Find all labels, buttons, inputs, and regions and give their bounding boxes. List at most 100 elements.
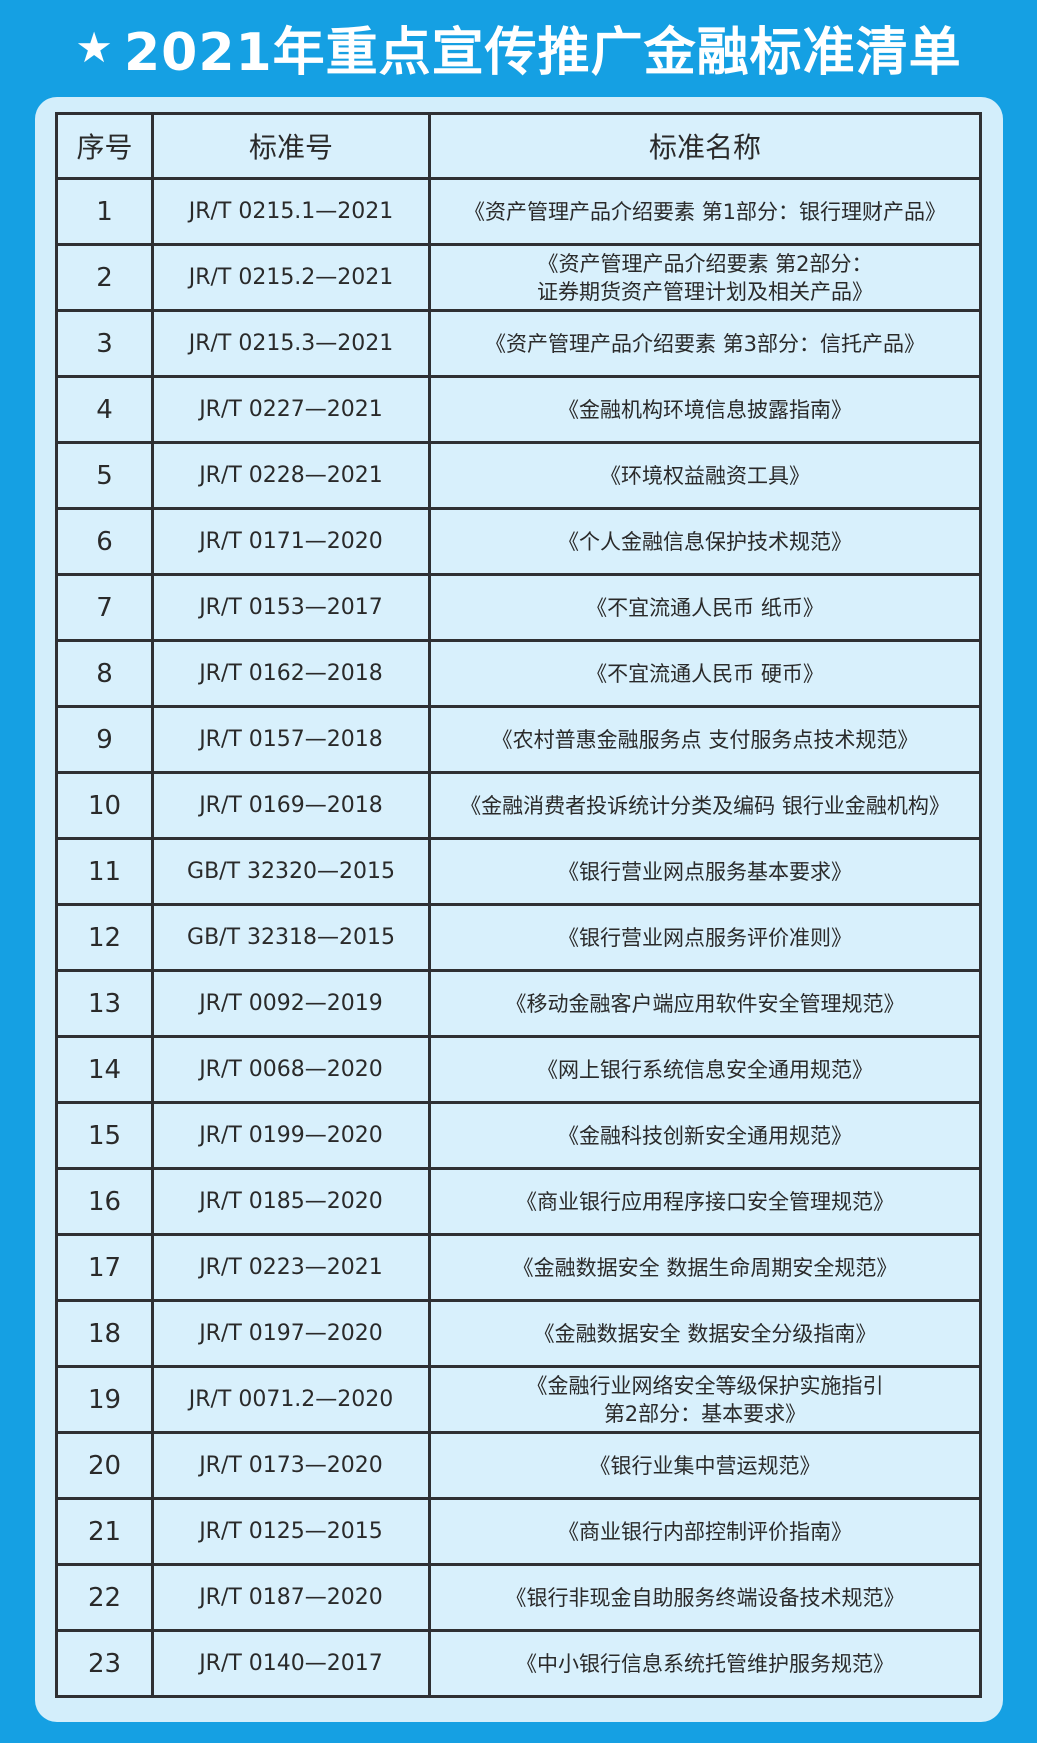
cell-code: JR/T 0215.3—2021 xyxy=(151,309,431,378)
cell-name: 《个人金融信息保护技术规范》 xyxy=(428,507,982,576)
cell-name: 《农村普惠金融服务点 支付服务点技术规范》 xyxy=(428,705,982,774)
cell-code: JR/T 0227—2021 xyxy=(151,375,431,444)
table-header-row: 序号 标准号 标准名称 xyxy=(55,112,982,180)
cell-no: 3 xyxy=(55,309,154,378)
cell-code: JR/T 0169—2018 xyxy=(151,771,431,840)
header-no: 序号 xyxy=(55,112,154,180)
cell-no: 22 xyxy=(55,1563,154,1632)
cell-name: 《金融消费者投诉统计分类及编码 银行业金融机构》 xyxy=(428,771,982,840)
cell-code: JR/T 0092—2019 xyxy=(151,969,431,1038)
table-row: 13 JR/T 0092—2019 《移动金融客户端应用软件安全管理规范》 xyxy=(55,969,982,1038)
cell-no: 23 xyxy=(55,1629,154,1698)
cell-code: JR/T 0197—2020 xyxy=(151,1299,431,1368)
cell-name: 《金融科技创新安全通用规范》 xyxy=(428,1101,982,1170)
cell-name: 《银行营业网点服务评价准则》 xyxy=(428,903,982,972)
cell-name: 《金融行业网络安全等级保护实施指引 第2部分：基本要求》 xyxy=(428,1365,982,1434)
cell-code: JR/T 0140—2017 xyxy=(151,1629,431,1698)
page-title-text: 2021年重点宣传推广金融标准清单 xyxy=(123,23,962,83)
cell-name: 《资产管理产品介绍要素 第1部分：银行理财产品》 xyxy=(428,177,982,246)
cell-code: JR/T 0215.2—2021 xyxy=(151,243,431,312)
cell-no: 11 xyxy=(55,837,154,906)
cell-no: 12 xyxy=(55,903,154,972)
cell-no: 20 xyxy=(55,1431,154,1500)
cell-code: JR/T 0187—2020 xyxy=(151,1563,431,1632)
cell-name: 《网上银行系统信息安全通用规范》 xyxy=(428,1035,982,1104)
table-row: 6 JR/T 0171—2020 《个人金融信息保护技术规范》 xyxy=(55,507,982,576)
table-row: 9 JR/T 0157—2018 《农村普惠金融服务点 支付服务点技术规范》 xyxy=(55,705,982,774)
header-code: 标准号 xyxy=(151,112,431,180)
cell-name: 《商业银行应用程序接口安全管理规范》 xyxy=(428,1167,982,1236)
cell-name: 《不宜流通人民币 硬币》 xyxy=(428,639,982,708)
cell-name: 《金融机构环境信息披露指南》 xyxy=(428,375,982,444)
cell-no: 14 xyxy=(55,1035,154,1104)
cell-name: 《中小银行信息系统托管维护服务规范》 xyxy=(428,1629,982,1698)
table-row: 17 JR/T 0223—2021 《金融数据安全 数据生命周期安全规范》 xyxy=(55,1233,982,1302)
cell-name: 《银行营业网点服务基本要求》 xyxy=(428,837,982,906)
cell-no: 9 xyxy=(55,705,154,774)
cell-code: JR/T 0171—2020 xyxy=(151,507,431,576)
table-row: 22 JR/T 0187—2020 《银行非现金自助服务终端设备技术规范》 xyxy=(55,1563,982,1632)
table-row: 23 JR/T 0140—2017 《中小银行信息系统托管维护服务规范》 xyxy=(55,1629,982,1698)
cell-no: 16 xyxy=(55,1167,154,1236)
table-row: 19 JR/T 0071.2—2020 《金融行业网络安全等级保护实施指引 第2部分… xyxy=(55,1365,982,1434)
cell-name: 《环境权益融资工具》 xyxy=(428,441,982,510)
cell-code: JR/T 0228—2021 xyxy=(151,441,431,510)
cell-no: 8 xyxy=(55,639,154,708)
cell-no: 15 xyxy=(55,1101,154,1170)
cell-no: 13 xyxy=(55,969,154,1038)
cell-code: JR/T 0068—2020 xyxy=(151,1035,431,1104)
cell-name: 《银行非现金自助服务终端设备技术规范》 xyxy=(428,1563,982,1632)
cell-name: 《金融数据安全 数据安全分级指南》 xyxy=(428,1299,982,1368)
cell-no: 4 xyxy=(55,375,154,444)
cell-no: 10 xyxy=(55,771,154,840)
table-row: 4 JR/T 0227—2021 《金融机构环境信息披露指南》 xyxy=(55,375,982,444)
cell-code: JR/T 0223—2021 xyxy=(151,1233,431,1302)
cell-code: GB/T 32318—2015 xyxy=(151,903,431,972)
cell-code: JR/T 0173—2020 xyxy=(151,1431,431,1500)
cell-name: 《银行业集中营运规范》 xyxy=(428,1431,982,1500)
cell-code: JR/T 0185—2020 xyxy=(151,1167,431,1236)
table-row: 5 JR/T 0228—2021 《环境权益融资工具》 xyxy=(55,441,982,510)
cell-no: 7 xyxy=(55,573,154,642)
table-row: 14 JR/T 0068—2020 《网上银行系统信息安全通用规范》 xyxy=(55,1035,982,1104)
table-row: 15 JR/T 0199—2020 《金融科技创新安全通用规范》 xyxy=(55,1101,982,1170)
table-row: 12 GB/T 32318—2015 《银行营业网点服务评价准则》 xyxy=(55,903,982,972)
cell-code: JR/T 0157—2018 xyxy=(151,705,431,774)
cell-no: 6 xyxy=(55,507,154,576)
cell-code: JR/T 0071.2—2020 xyxy=(151,1365,431,1434)
table-row: 3 JR/T 0215.3—2021 《资产管理产品介绍要素 第3部分：信托产品》 xyxy=(55,309,982,378)
table-row: 11 GB/T 32320—2015 《银行营业网点服务基本要求》 xyxy=(55,837,982,906)
star-icon: ★ xyxy=(75,23,114,72)
cell-code: JR/T 0199—2020 xyxy=(151,1101,431,1170)
cell-name: 《金融数据安全 数据生命周期安全规范》 xyxy=(428,1233,982,1302)
cell-no: 5 xyxy=(55,441,154,510)
header-name: 标准名称 xyxy=(428,112,982,180)
cell-name: 《商业银行内部控制评价指南》 xyxy=(428,1497,982,1566)
cell-no: 18 xyxy=(55,1299,154,1368)
table-row: 7 JR/T 0153—2017 《不宜流通人民币 纸币》 xyxy=(55,573,982,642)
cell-name: 《不宜流通人民币 纸币》 xyxy=(428,573,982,642)
table-row: 21 JR/T 0125—2015 《商业银行内部控制评价指南》 xyxy=(55,1497,982,1566)
cell-no: 17 xyxy=(55,1233,154,1302)
cell-code: JR/T 0162—2018 xyxy=(151,639,431,708)
cell-no: 19 xyxy=(55,1365,154,1434)
cell-name: 《资产管理产品介绍要素 第2部分： 证券期货资产管理计划及相关产品》 xyxy=(428,243,982,312)
cell-name: 《资产管理产品介绍要素 第3部分：信托产品》 xyxy=(428,309,982,378)
cell-code: JR/T 0125—2015 xyxy=(151,1497,431,1566)
table-row: 1 JR/T 0215.1—2021 《资产管理产品介绍要素 第1部分：银行理财产品… xyxy=(55,177,982,246)
cell-code: JR/T 0215.1—2021 xyxy=(151,177,431,246)
standards-table: 序号 标准号 标准名称 1 JR/T 0215.1—2021 《资产管理产品介绍要素… xyxy=(55,112,982,1698)
cell-code: GB/T 32320—2015 xyxy=(151,837,431,906)
cell-no: 1 xyxy=(55,177,154,246)
table-row: 20 JR/T 0173—2020 《银行业集中营运规范》 xyxy=(55,1431,982,1500)
table-row: 2 JR/T 0215.2—2021 《资产管理产品介绍要素 第2部分： 证券期货资… xyxy=(55,243,982,312)
table-row: 18 JR/T 0197—2020 《金融数据安全 数据安全分级指南》 xyxy=(55,1299,982,1368)
table-row: 16 JR/T 0185—2020 《商业银行应用程序接口安全管理规范》 xyxy=(55,1167,982,1236)
table-row: 8 JR/T 0162—2018 《不宜流通人民币 硬币》 xyxy=(55,639,982,708)
cell-name: 《移动金融客户端应用软件安全管理规范》 xyxy=(428,969,982,1038)
page-title: ★ 2021年重点宣传推广金融标准清单 xyxy=(0,0,1037,95)
cell-no: 21 xyxy=(55,1497,154,1566)
cell-no: 2 xyxy=(55,243,154,312)
table-row: 10 JR/T 0169—2018 《金融消费者投诉统计分类及编码 银行业金融机构》 xyxy=(55,771,982,840)
cell-code: JR/T 0153—2017 xyxy=(151,573,431,642)
